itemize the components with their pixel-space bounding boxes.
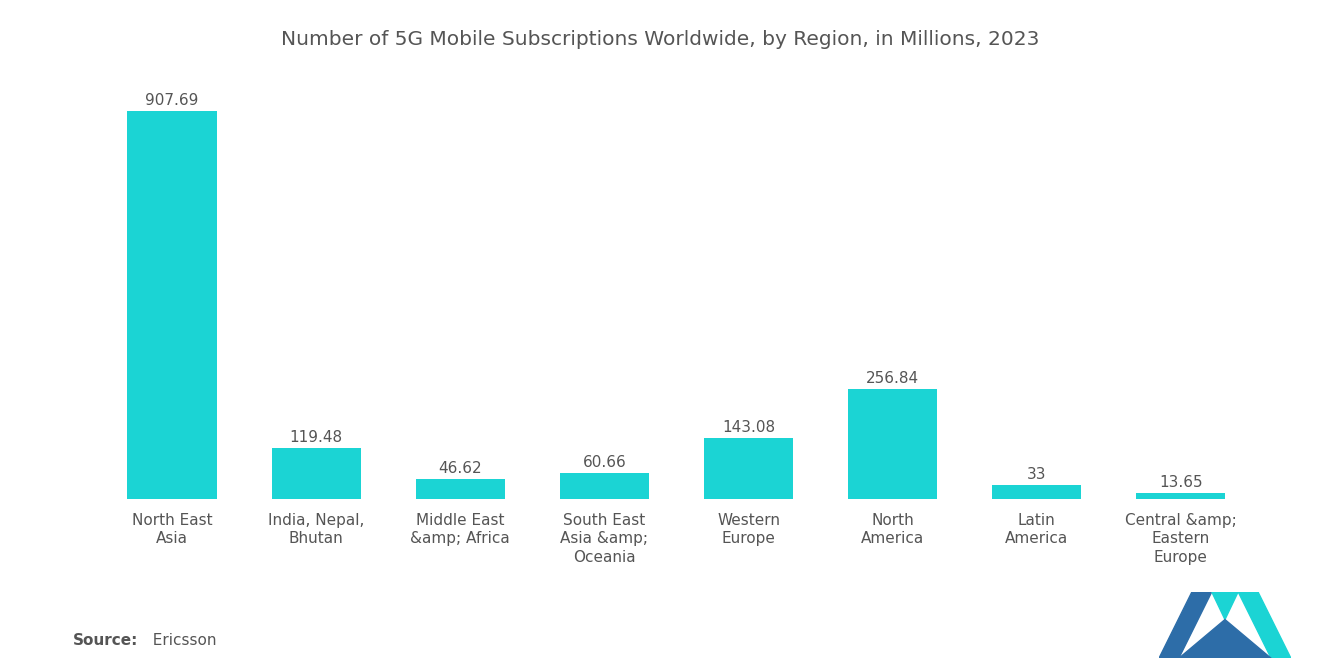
Bar bbox=[128, 110, 216, 499]
Bar bbox=[272, 448, 360, 499]
Text: 13.65: 13.65 bbox=[1159, 475, 1203, 490]
Bar bbox=[1137, 493, 1225, 499]
Polygon shape bbox=[1212, 592, 1238, 620]
Text: 46.62: 46.62 bbox=[438, 461, 482, 476]
Text: Ericsson: Ericsson bbox=[143, 633, 216, 648]
Bar bbox=[704, 438, 793, 499]
Text: 256.84: 256.84 bbox=[866, 371, 919, 386]
Polygon shape bbox=[1238, 592, 1291, 658]
Text: 143.08: 143.08 bbox=[722, 420, 775, 435]
Text: 33: 33 bbox=[1027, 467, 1047, 481]
Text: 60.66: 60.66 bbox=[582, 455, 626, 470]
Bar bbox=[560, 473, 649, 499]
Polygon shape bbox=[1159, 592, 1212, 658]
Bar bbox=[847, 389, 937, 499]
Polygon shape bbox=[1179, 620, 1271, 658]
Text: Number of 5G Mobile Subscriptions Worldwide, by Region, in Millions, 2023: Number of 5G Mobile Subscriptions Worldw… bbox=[281, 30, 1039, 49]
Bar bbox=[993, 485, 1081, 499]
Text: Source:: Source: bbox=[73, 633, 139, 648]
Text: 119.48: 119.48 bbox=[289, 430, 343, 445]
Text: 907.69: 907.69 bbox=[145, 92, 199, 108]
Bar bbox=[416, 479, 506, 499]
